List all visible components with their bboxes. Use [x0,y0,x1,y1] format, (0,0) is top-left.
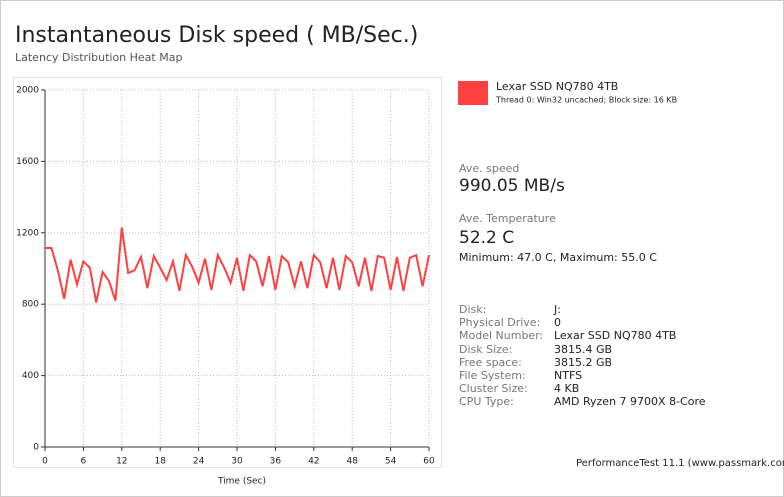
x-tick-label: 6 [81,457,87,467]
info-label: Disk Size: [459,342,513,356]
y-tick-label: 1200 [16,228,39,238]
info-label: Physical Drive: [459,316,541,330]
info-label: Disk: [459,303,487,316]
info-label: CPU Type: [459,395,514,409]
info-label: Free space: [459,355,522,369]
chart-title: Instantaneous Disk speed ( MB/Sec.) [15,23,418,48]
info-value: 4 KB [554,382,580,396]
plot-frame [13,77,442,468]
x-tick-label: 18 [154,457,166,467]
x-tick-label: 12 [116,457,127,467]
x-tick-label: 0 [42,457,48,467]
chart-subtitle: Latency Distribution Heat Map [15,51,182,64]
y-tick-label: 400 [22,371,39,381]
legend-swatch [458,81,488,105]
info-value: Lexar SSD NQ780 4TB [554,329,677,343]
info-value: NTFS [554,369,583,382]
y-tick-label: 2000 [16,86,39,96]
x-tick-label: 48 [346,457,358,467]
info-label: Model Number: [459,329,544,343]
footer: PerformanceTest 11.1 (www.passmark.com) [576,458,784,469]
x-tick-label: 60 [423,457,435,467]
info-value: 3815.4 GB [554,342,613,356]
info-value: AMD Ryzen 7 9700X 8-Core [554,395,706,409]
x-tick-label: 24 [193,457,205,467]
x-tick-label: 42 [308,457,319,467]
info-value: 0 [554,316,561,330]
x-tick-label: 30 [231,457,243,467]
y-tick-label: 0 [33,443,39,453]
info-label: File System: [459,369,526,382]
legend-subtitle: Thread 0: Win32 uncached; Block size: 16… [495,96,677,105]
temp-value: 52.2 C [459,228,515,248]
info-value: 3815.2 GB [554,355,613,369]
speed-label: Ave. speed [459,162,520,175]
temp-label: Ave. Temperature [459,212,556,225]
x-tick-label: 54 [385,457,397,467]
speed-value: 990.05 MB/s [459,176,565,196]
y-tick-label: 1600 [16,157,39,167]
data-line [45,227,430,303]
temp-range: Minimum: 47.0 C, Maximum: 55.0 C [459,251,657,264]
y-tick-label: 800 [22,300,39,310]
x-tick-label: 36 [270,457,282,467]
x-axis-label: Time (Sec) [217,477,266,487]
legend-label: Lexar SSD NQ780 4TB [496,80,618,93]
info-value: J: [554,303,561,316]
info-label: Cluster Size: [459,382,528,396]
